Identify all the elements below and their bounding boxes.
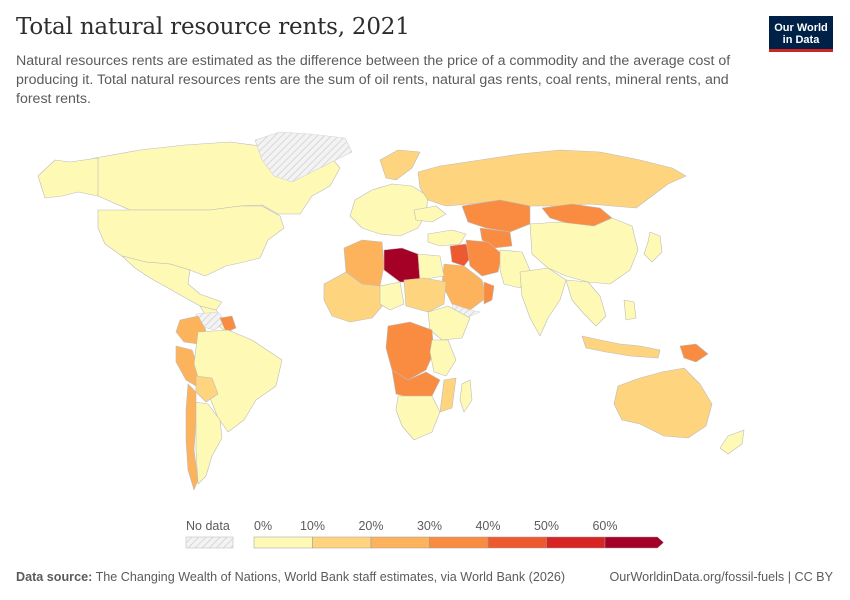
source-label: Data source: xyxy=(16,570,93,584)
country-mozambique[interactable] xyxy=(439,377,457,413)
country-philippines[interactable] xyxy=(623,299,637,321)
country-tanzania-kenya[interactable] xyxy=(429,339,457,377)
region-west-africa[interactable] xyxy=(323,271,385,323)
legend-bin-swatch[interactable] xyxy=(312,536,372,549)
legend-bin-swatch[interactable] xyxy=(370,536,430,549)
country-greenland[interactable] xyxy=(254,131,353,183)
country-egypt[interactable] xyxy=(417,253,445,281)
country-japan[interactable] xyxy=(643,231,663,263)
legend-bin-swatch[interactable] xyxy=(604,536,664,549)
legend-bin-swatch[interactable] xyxy=(253,536,313,549)
chart-title: Total natural resource rents, 2021 xyxy=(16,14,410,40)
legend-bin-label: 50% xyxy=(534,519,559,533)
footer-source: Data source: The Changing Wealth of Nati… xyxy=(16,570,565,584)
country-argentina[interactable] xyxy=(195,401,223,485)
country-russia[interactable] xyxy=(417,149,687,209)
footer-url[interactable]: OurWorldinData.org/fossil-fuels | CC BY xyxy=(609,570,833,584)
country-angola-zambia[interactable] xyxy=(391,369,441,399)
chart-subtitle: Natural resources rents are estimated as… xyxy=(16,53,731,107)
country-alaska[interactable] xyxy=(37,157,99,199)
country-turkey[interactable] xyxy=(427,229,467,247)
country-india[interactable] xyxy=(519,267,567,337)
country-new-zealand[interactable] xyxy=(719,429,745,455)
country-suriname[interactable] xyxy=(219,315,237,333)
source-text: The Changing Wealth of Nations, World Ba… xyxy=(95,570,566,584)
country-chad-niger[interactable] xyxy=(379,281,405,311)
country-bolivia[interactable] xyxy=(195,375,219,403)
legend-bin-label: 30% xyxy=(417,519,442,533)
legend-bin-label: 40% xyxy=(475,519,500,533)
country-mexico[interactable] xyxy=(121,255,223,311)
region-southeast-asia[interactable] xyxy=(565,279,607,327)
legend-bin-swatch[interactable] xyxy=(546,536,606,549)
legend-bin-swatch[interactable] xyxy=(429,536,489,549)
country-kazakhstan[interactable] xyxy=(461,199,531,233)
country-oman[interactable] xyxy=(483,281,495,305)
country-sudan[interactable] xyxy=(403,277,447,313)
country-iran[interactable] xyxy=(465,239,503,277)
region-southern-africa[interactable] xyxy=(395,395,441,441)
region-indonesia[interactable] xyxy=(581,335,661,359)
country-madagascar[interactable] xyxy=(459,379,473,413)
legend-bin-label: 60% xyxy=(592,519,617,533)
country-congo-drc[interactable] xyxy=(385,321,435,381)
country-united-states[interactable] xyxy=(97,205,285,277)
country-norway[interactable] xyxy=(379,149,421,181)
owid-logo[interactable]: Our World in Data xyxy=(769,16,833,52)
country-ukraine[interactable] xyxy=(413,205,447,223)
country-china[interactable] xyxy=(529,217,639,285)
logo-line-1: Our World xyxy=(774,22,828,34)
country-australia[interactable] xyxy=(613,367,713,439)
country-brazil[interactable] xyxy=(193,329,283,433)
country-papua-new-guinea[interactable] xyxy=(679,343,709,363)
legend-bin-label: 0% xyxy=(254,519,272,533)
legend-bin-swatch[interactable] xyxy=(487,536,547,549)
logo-line-2: in Data xyxy=(782,34,820,46)
legend-bin-label: 10% xyxy=(300,519,325,533)
legend-bin-label: 20% xyxy=(358,519,383,533)
country-iraq[interactable] xyxy=(449,243,473,267)
legend-no-data-label: No data xyxy=(186,519,230,533)
legend-no-data-swatch xyxy=(185,536,234,549)
country-libya[interactable] xyxy=(383,247,421,283)
legend-bins: 0% 10% 20% 30% 40% 50% 60% xyxy=(253,519,664,549)
